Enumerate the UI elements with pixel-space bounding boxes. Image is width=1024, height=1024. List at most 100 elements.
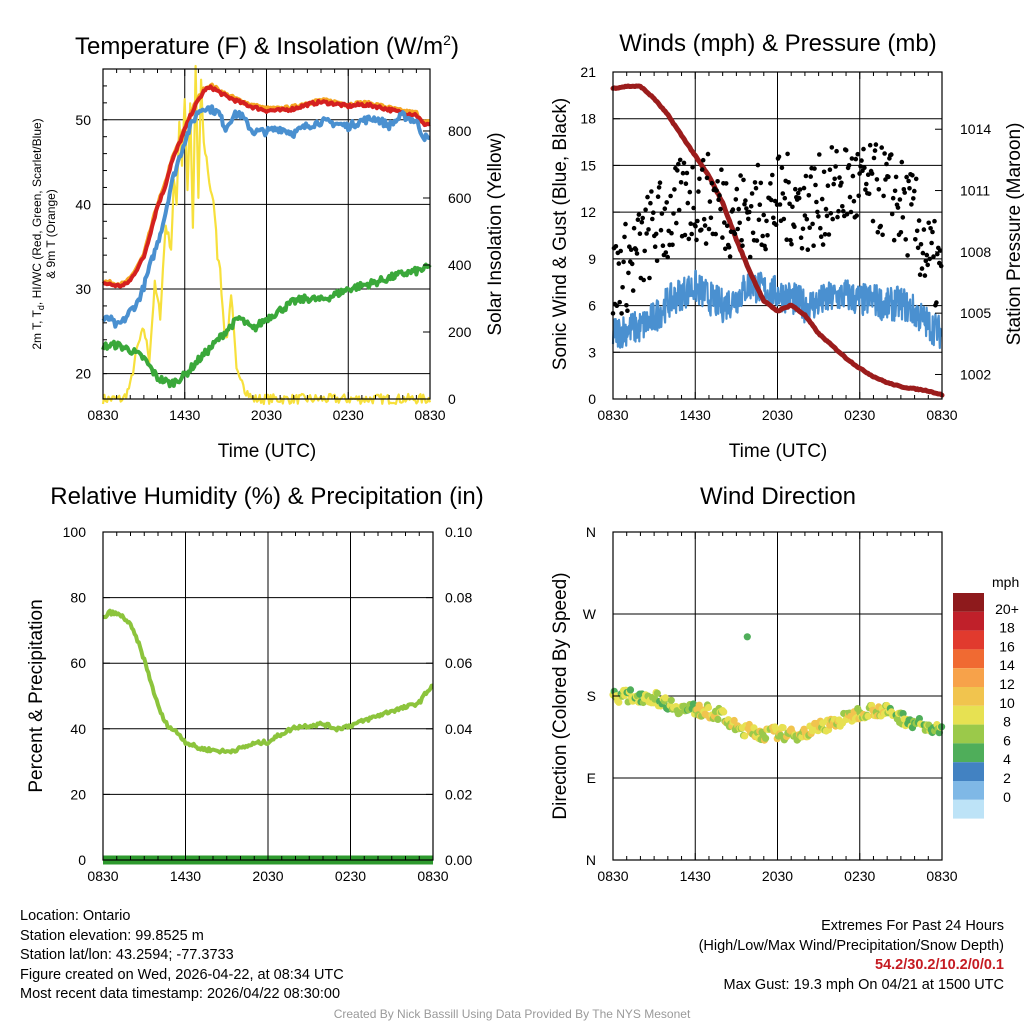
- gust-point: [716, 197, 721, 202]
- precip-ytick-label: 0.02: [445, 786, 472, 802]
- gust-point: [768, 181, 773, 186]
- temperature-xtick-label: 2030: [251, 407, 282, 423]
- speed-legend-label: 10: [999, 695, 1015, 711]
- speed-legend-swatch: [953, 799, 984, 819]
- speed-legend-swatch: [953, 593, 984, 612]
- gust-point: [691, 205, 696, 211]
- gust-point: [674, 220, 679, 226]
- station-location: Location: Ontario: [20, 908, 131, 924]
- gust-point: [754, 238, 760, 243]
- gust-point: [821, 169, 827, 175]
- gust-point: [738, 173, 743, 178]
- gust-point: [863, 187, 868, 192]
- gust-point: [881, 193, 886, 199]
- speed-legend-label: 18: [999, 620, 1015, 636]
- wind-direction-point: [899, 710, 907, 718]
- gust-point: [921, 227, 927, 232]
- gust-point: [686, 236, 692, 242]
- wind-direction-point: [704, 703, 713, 712]
- gust-point: [697, 176, 702, 182]
- gust-point: [708, 215, 714, 221]
- gust-point: [829, 145, 835, 150]
- gust-point: [913, 176, 919, 182]
- gust-point: [808, 174, 813, 179]
- gust-point: [704, 175, 710, 181]
- humidity-xtick-label: 0230: [335, 868, 366, 884]
- speed-legend-title: mph: [992, 574, 1019, 590]
- gust-point: [875, 229, 881, 235]
- credit-line: Created By Nick Bassill Using Data Provi…: [333, 1007, 691, 1021]
- winds-ytick-label: 18: [580, 111, 596, 127]
- gust-point: [677, 157, 683, 163]
- gust-point: [905, 253, 910, 258]
- gust-point: [886, 174, 891, 180]
- gust-point: [649, 189, 654, 194]
- humidity-ytick-label: 20: [70, 786, 86, 802]
- gust-point: [672, 187, 677, 192]
- winds-ytick-label: 21: [580, 64, 596, 80]
- gust-point: [765, 233, 770, 238]
- gust-point: [904, 174, 909, 180]
- wind-direction-point: [689, 700, 698, 708]
- gust-point: [789, 241, 794, 247]
- gust-point: [642, 248, 647, 254]
- speed-legend-swatch: [953, 630, 984, 650]
- speed-legend-label: 14: [999, 657, 1015, 673]
- gust-point: [702, 223, 708, 228]
- gust-point: [694, 237, 699, 243]
- wind-direction-point: [864, 712, 872, 720]
- extremes-title: Extremes For Past 24 Hours: [821, 918, 1004, 934]
- gust-point: [651, 210, 656, 215]
- gust-point: [862, 165, 867, 170]
- gust-point: [856, 193, 861, 199]
- station-elevation: Station elevation: 99.8525 m: [20, 927, 204, 944]
- gust-point: [620, 285, 625, 290]
- gust-point: [756, 217, 762, 223]
- gust-point: [744, 206, 749, 211]
- winds-ytick-label: 12: [580, 204, 596, 220]
- gust-point: [777, 202, 783, 207]
- gust-point: [760, 233, 765, 239]
- gust-point: [889, 211, 895, 217]
- gust-point: [758, 180, 764, 186]
- gust-point: [928, 226, 933, 231]
- insolation-ytick-label: 200: [448, 324, 472, 340]
- humidity-ticks: 0 0.00 20 0.02 40 0.04 60 0.06 80 0.08 100 0.10 0830…: [63, 524, 473, 884]
- speed-legend-swatch: [953, 705, 984, 725]
- precip-ytick-label: 0.04: [445, 721, 472, 737]
- wind-direction-point: [720, 708, 728, 716]
- gust-point: [742, 201, 747, 207]
- winds-xtick-label: 2030: [762, 407, 793, 423]
- gust-point: [650, 216, 655, 222]
- gust-point: [871, 155, 877, 161]
- wind-direction-xtick-label: 0230: [844, 868, 875, 884]
- gust-point: [701, 216, 707, 222]
- gust-point: [688, 221, 693, 226]
- gust-point: [918, 242, 924, 247]
- gust-point: [680, 170, 686, 176]
- insolation-ytick-label: 600: [448, 190, 472, 206]
- temperature-ytick-label: 20: [75, 366, 91, 382]
- wind-direction-ytick-label: N: [586, 852, 596, 868]
- gust-point: [891, 237, 897, 243]
- gust-point: [772, 198, 778, 204]
- temperature-xtick-label: 1430: [169, 407, 200, 423]
- gust-point: [790, 204, 795, 210]
- gust-point: [796, 195, 802, 201]
- gust-point: [907, 186, 912, 191]
- humidity-ytick-label: 40: [70, 721, 86, 737]
- gust-point: [727, 254, 733, 259]
- gust-point: [813, 182, 818, 188]
- humidity-ytick-label: 100: [63, 524, 87, 540]
- gust-point: [859, 158, 864, 163]
- gust-point: [625, 308, 630, 314]
- gust-point: [658, 227, 664, 233]
- gust-point: [683, 181, 689, 186]
- gust-point: [817, 152, 822, 157]
- gust-point: [889, 152, 894, 157]
- gust-point: [764, 218, 769, 224]
- gust-point: [811, 243, 816, 248]
- gust-point: [647, 275, 652, 281]
